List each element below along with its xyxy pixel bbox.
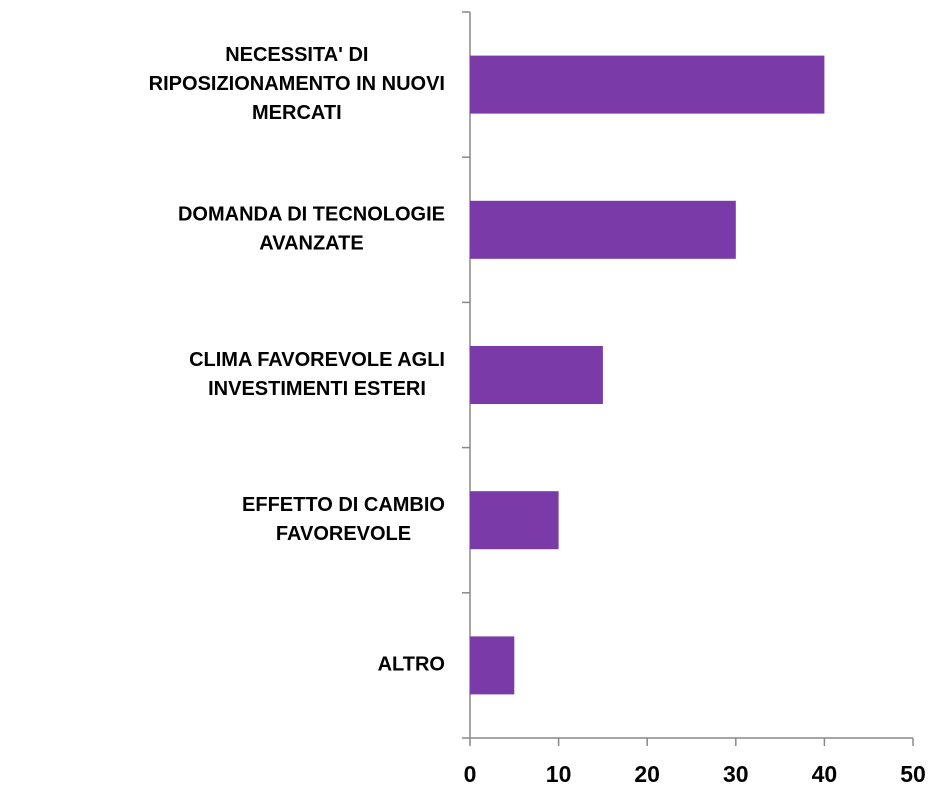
x-tick-label: 20	[634, 761, 660, 787]
x-tick-label: 10	[546, 761, 572, 787]
bar	[470, 55, 825, 114]
bar	[470, 200, 736, 259]
category-label: RIPOSIZIONAMENTO IN NUOVI	[149, 73, 445, 95]
x-tick-label: 40	[812, 761, 838, 787]
x-tick-label: 30	[723, 761, 749, 787]
category-label: NECESSITA' DI	[225, 44, 368, 66]
category-label: MERCATI	[252, 102, 342, 124]
bar	[470, 636, 515, 695]
category-label: EFFETTO DI CAMBIO	[242, 494, 445, 516]
category-label: CLIMA FAVOREVOLE AGLI	[189, 349, 445, 371]
bar	[470, 491, 559, 550]
x-tick-label: 50	[900, 761, 926, 787]
category-label: INVESTIMENTI ESTERI	[208, 378, 426, 400]
category-label: AVANZATE	[259, 233, 363, 255]
bar	[470, 346, 603, 404]
category-label: ALTRO	[378, 654, 445, 676]
category-label: FAVOREVOLE	[276, 523, 411, 545]
category-label: DOMANDA DI TECNOLOGIE	[178, 204, 445, 226]
x-tick-label: 0	[464, 761, 477, 787]
